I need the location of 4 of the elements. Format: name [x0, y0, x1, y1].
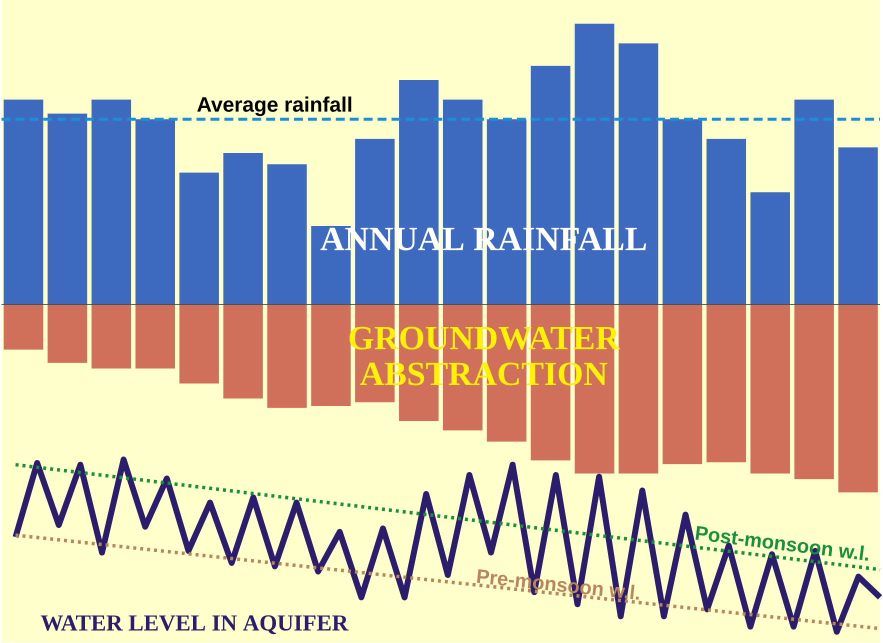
ref-line-label: Average rainfall	[197, 96, 352, 116]
text: Post-monsoon w.l.	[696, 526, 868, 561]
text: Pre-monsoon w.l.	[476, 569, 639, 600]
series-label: WATER LEVEL IN AQUIFER	[40, 615, 349, 634]
